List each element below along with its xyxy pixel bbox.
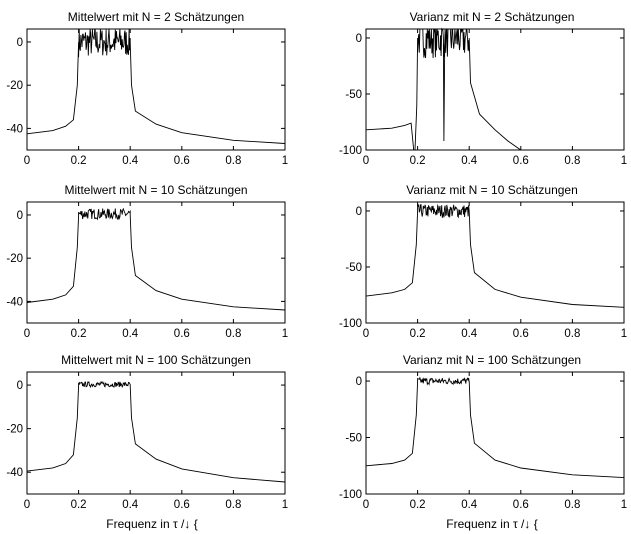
y-tick-label: -100 [339,145,362,157]
x-tick-label: 0.2 [410,155,426,167]
x-tick-label: 0 [24,155,30,167]
subplot-mean-n100: Mittelwert mit N = 100 Schätzungen Frequ… [6,353,288,531]
subplot-variance-n2: Varianz mit N = 2 Schätzungen 0 0.2 0.4 0.6… [339,10,627,167]
y-tick-label: -50 [345,262,362,274]
subplot-variance-n10: Varianz mit N = 10 Schätzungen 0 0.2 0.4 0.… [339,183,627,340]
data-line [365,27,624,151]
y-tick-label: 0 [356,206,362,218]
x-tick-label: 0.6 [174,499,190,511]
x-axis-label: Frequenz in τ /↓ { [446,517,537,531]
plot-frame [365,28,625,151]
y-tick-label: -50 [345,433,362,445]
x-tick-label: 0.6 [513,155,529,167]
y-tick-label: -40 [6,296,23,308]
x-tick-label: 0.2 [71,328,87,340]
y-tick-label: -20 [6,80,23,92]
x-tick-label: 0.8 [564,155,580,167]
y-tick-label: 0 [17,210,23,222]
x-tick-label: 1 [621,328,627,340]
data-line [365,376,625,479]
plot-frame [365,201,625,324]
x-tick-label: 0.2 [410,499,426,511]
x-tick-label: 0.6 [513,499,529,511]
data-line [26,207,286,311]
x-tick-label: 1 [621,155,627,167]
x-tick-label: 1 [282,499,288,511]
y-tick-label: -40 [6,123,23,135]
data-line [365,203,625,308]
data-line [26,28,286,144]
y-tick-label: -40 [6,467,23,479]
x-tick-label: 0.6 [174,328,190,340]
subplot-mean-n2: Mittelwert mit N = 2 Schätzungen 0 0.2 0.4… [6,10,288,167]
y-tick-label: -100 [339,318,362,330]
x-tick-label: 0 [363,328,369,340]
x-tick-label: 0.2 [71,499,87,511]
x-tick-label: 0.8 [225,155,241,167]
subplot-variance-n100: Varianz mit N = 100 Schätzungen Frequenz… [339,353,627,531]
x-tick-label: 0.6 [513,328,529,340]
y-tick-label: -50 [345,89,362,101]
subplot-title: Mittelwert mit N = 2 Schätzungen [68,10,244,24]
x-tick-label: 0.4 [461,499,478,511]
x-tick-label: 0.4 [122,499,139,511]
x-tick-label: 0.4 [122,328,139,340]
y-tick-label: -20 [6,424,23,436]
x-tick-label: 0.2 [71,155,87,167]
y-tick-label: -100 [339,489,362,501]
x-tick-label: 0.8 [564,499,580,511]
x-axis-label: Frequenz in τ /↓ { [106,517,197,531]
x-tick-label: 0.8 [225,328,241,340]
x-tick-label: 0.6 [174,155,190,167]
x-tick-label: 0 [363,499,369,511]
x-tick-label: 0.8 [225,499,241,511]
subplot-title: Varianz mit N = 100 Schätzungen [403,353,581,367]
y-tick-label: 0 [356,376,362,388]
subplot-title: Varianz mit N = 10 Schätzungen [406,183,578,197]
y-tick-label: -20 [6,253,23,265]
x-tick-label: 0 [24,328,30,340]
plot-frame [26,28,286,151]
data-spike [442,43,446,142]
x-tick-label: 0.4 [461,328,478,340]
y-tick-label: 0 [17,380,23,392]
subplot-title: Mittelwert mit N = 10 Schätzungen [64,183,247,197]
x-tick-label: 0.4 [461,155,478,167]
x-tick-label: 1 [282,155,288,167]
y-tick-label: 0 [17,37,23,49]
plot-frame [26,371,286,495]
subplot-mean-n10: Mittelwert mit N = 10 Schätzungen 0 0.2 0.… [6,183,288,340]
x-tick-label: 1 [621,499,627,511]
subplot-title: Varianz mit N = 2 Schätzungen [410,10,575,24]
x-tick-label: 0 [363,155,369,167]
data-line [26,380,286,483]
x-tick-label: 0 [24,499,30,511]
x-tick-label: 0.2 [410,328,426,340]
x-tick-label: 1 [282,328,288,340]
x-tick-label: 0.4 [122,155,139,167]
plot-frame [26,201,286,324]
y-tick-label: 0 [356,33,362,45]
x-tick-label: 0.8 [564,328,580,340]
subplot-title: Mittelwert mit N = 100 Schätzungen [61,353,251,367]
plot-frame [365,371,625,495]
